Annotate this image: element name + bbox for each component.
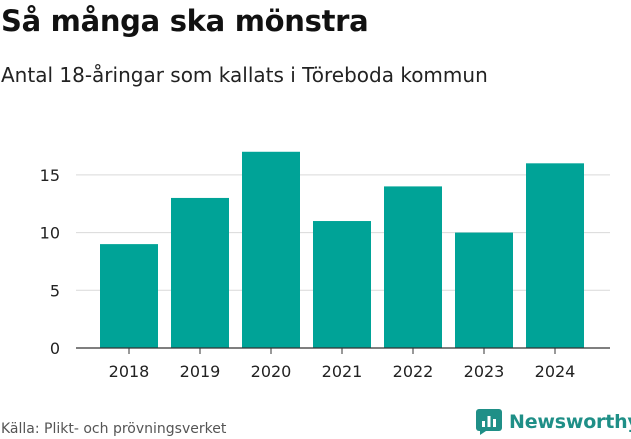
y-tick-label: 15: [40, 166, 60, 185]
chart-subtitle: Antal 18-åringar som kallats i Töreboda …: [1, 63, 488, 87]
y-tick-label: 5: [50, 281, 60, 300]
x-tick-label: 2024: [535, 362, 576, 381]
newsworthy-logo-icon: [476, 409, 502, 435]
y-tick-label: 10: [40, 224, 60, 243]
bar-2024: [526, 163, 584, 348]
y-tick-label: 0: [50, 339, 60, 358]
x-tick-label: 2023: [464, 362, 505, 381]
bar-2019: [171, 197, 229, 348]
bar-2021: [313, 221, 371, 348]
source-note: Källa: Plikt- och prövningsverket: [1, 421, 227, 437]
bar-2020: [242, 151, 300, 348]
bar-2018: [100, 244, 158, 348]
chart-title: Så många ska mönstra: [1, 4, 369, 38]
bars: [100, 151, 584, 348]
brand-name: Newsworthy: [509, 411, 631, 433]
x-tick-label: 2022: [393, 362, 434, 381]
bar-2022: [384, 186, 442, 348]
axes: 0 5 10 15 2018 2019 2020 2021 2022 2023 2024: [40, 166, 610, 381]
newsworthy-logo: Newsworthy: [476, 408, 631, 436]
bar-2023: [455, 232, 513, 348]
x-tick-label: 2020: [251, 362, 292, 381]
x-tick-label: 2021: [322, 362, 363, 381]
x-tick-label: 2018: [109, 362, 150, 381]
x-tick-label: 2019: [180, 362, 221, 381]
